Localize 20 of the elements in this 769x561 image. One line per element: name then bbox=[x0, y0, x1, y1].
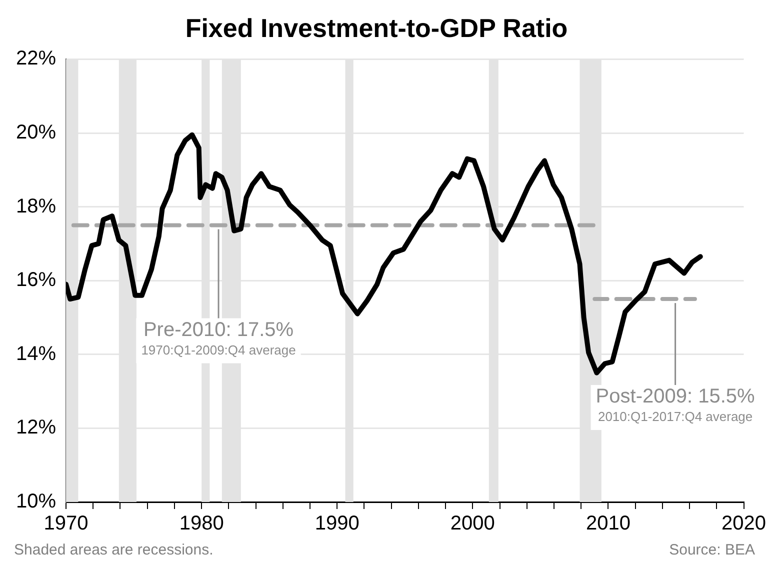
x-tick-label: 2000 bbox=[450, 512, 495, 535]
y-tick-label: 20% bbox=[16, 122, 56, 144]
annotation: Post-2009: 15.5% bbox=[596, 386, 756, 408]
source-note: Source: BEA bbox=[669, 542, 755, 559]
annotation: 2010:Q1-2017:Q4 average bbox=[598, 409, 753, 424]
y-tick-label: 12% bbox=[16, 416, 56, 439]
text: Shaded areas are recessions. bbox=[14, 542, 214, 559]
y-tick-label: 14% bbox=[16, 342, 56, 365]
y-tick-label: 10% bbox=[16, 490, 56, 513]
x-tick-label: 2010 bbox=[586, 512, 630, 535]
x-tick-label: 2020 bbox=[722, 512, 766, 535]
y-tick-label: 18% bbox=[16, 195, 56, 218]
annotation: Pre-2010: 17.5% bbox=[143, 318, 294, 341]
x-tick-label: 1990 bbox=[314, 512, 360, 535]
annotation: 1970:Q1-2009:Q4 average bbox=[141, 342, 296, 358]
chart-title: Fixed Investment-to-GDP Ratio bbox=[185, 12, 568, 43]
y-tick-label: 22% bbox=[16, 48, 56, 70]
y-tick-label: 16% bbox=[16, 269, 56, 292]
x-tick-label: 1980 bbox=[179, 512, 224, 535]
x-tick-label: 1970 bbox=[44, 512, 88, 535]
